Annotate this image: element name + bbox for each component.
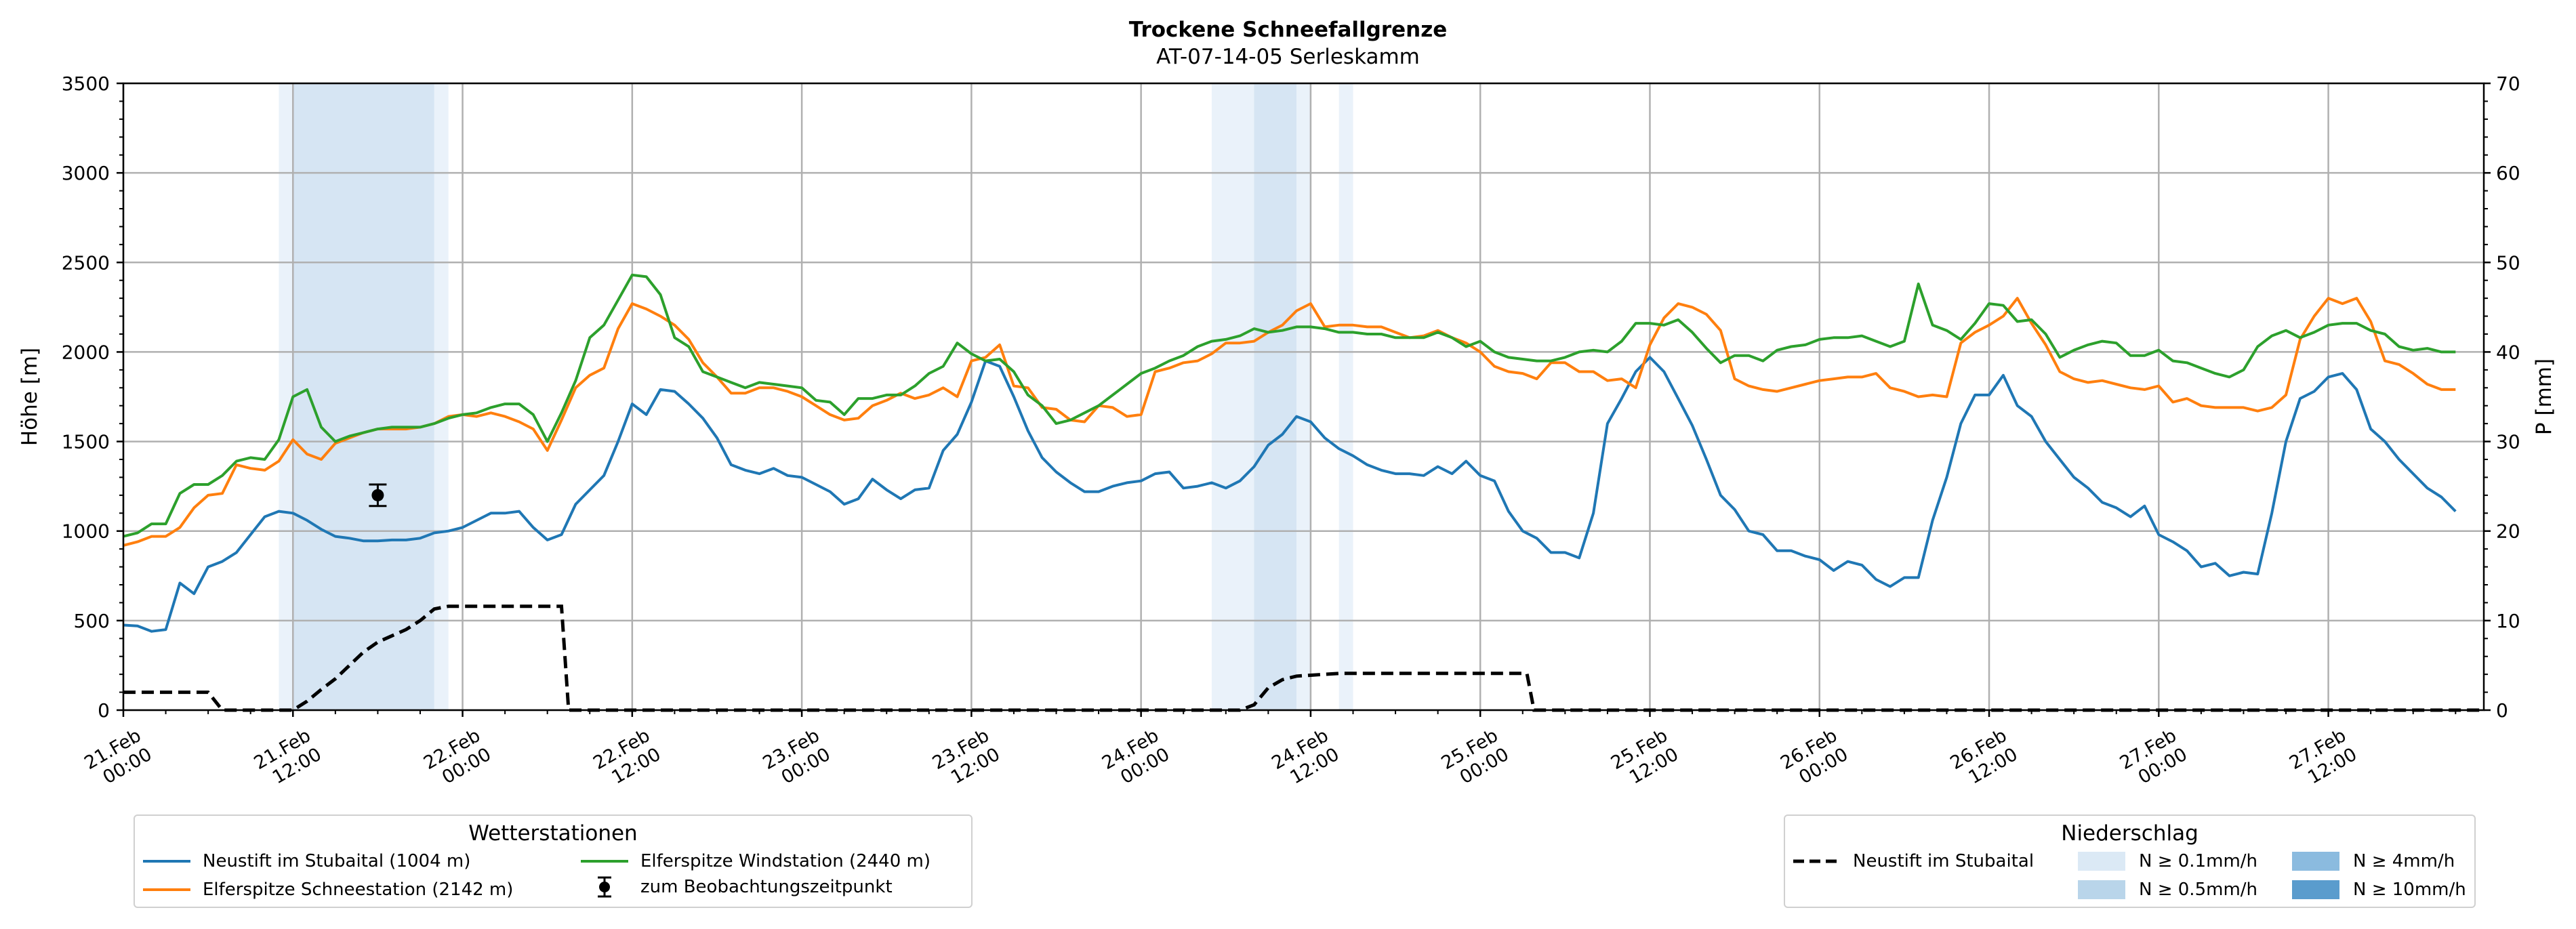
precip-line-neustift xyxy=(123,604,2484,712)
y2tick-label-5: 50 xyxy=(2496,251,2520,274)
xtick-label-11: 26.Feb12:00 xyxy=(1946,725,2021,793)
xtick-label-1: 21.Feb12:00 xyxy=(251,725,325,793)
ytick-label-7: 3500 xyxy=(62,73,110,95)
legend-item-n10: N ≥ 10mm/h xyxy=(2292,880,2466,900)
precip-band-5 xyxy=(1296,83,1311,710)
series-line-windstation xyxy=(123,273,2456,538)
precip-band-4 xyxy=(1254,83,1297,710)
chart-title: Trockene Schneefallgrenze xyxy=(1128,18,1448,42)
precip-band-0 xyxy=(279,83,293,710)
legend-item-precip-line: Neustift im Stubaital xyxy=(1793,851,2034,871)
legend-dashed-line-icon xyxy=(1793,859,1841,863)
legend-label-observation: zum Beobachtungszeitpunkt xyxy=(640,877,893,897)
legend-line-schneestation-icon xyxy=(143,888,190,891)
legend-item-observation: zum Beobachtungszeitpunkt xyxy=(581,875,893,899)
y2tick-label-3: 30 xyxy=(2496,431,2520,453)
y2tick-label-2: 20 xyxy=(2496,520,2520,543)
xtick-label-4: 23.Feb00:00 xyxy=(760,725,834,793)
ytick-label-6: 3000 xyxy=(62,162,110,184)
xtick-label-13: 27.Feb12:00 xyxy=(2286,725,2360,793)
ytick-label-4: 2000 xyxy=(62,341,110,363)
precip-band-3 xyxy=(1211,83,1254,710)
legend-item-windstation: Elferspitze Windstation (2440 m) xyxy=(581,851,931,871)
series-line-schneestation xyxy=(123,297,2456,547)
legend-swatch-n05 xyxy=(2078,880,2125,899)
legend-label-n05: N ≥ 0.5mm/h xyxy=(2139,880,2258,900)
legend-line-windstation-icon xyxy=(581,860,628,863)
legend-label-neustift: Neustift im Stubaital (1004 m) xyxy=(203,851,471,871)
legend-item-n4: N ≥ 4mm/h xyxy=(2292,851,2455,871)
legend-label-n4: N ≥ 4mm/h xyxy=(2353,851,2455,871)
xtick-label-12: 27.Feb00:00 xyxy=(2117,725,2191,793)
y2tick-label-6: 60 xyxy=(2496,162,2520,184)
y2tick-label-0: 0 xyxy=(2496,699,2508,722)
legend-swatch-n10 xyxy=(2292,880,2339,899)
xtick-label-0: 21.Feb00:00 xyxy=(81,725,155,793)
xtick-label-7: 24.Feb12:00 xyxy=(1268,725,1343,793)
xtick-label-8: 25.Feb00:00 xyxy=(1438,725,1513,793)
legend-item-neustift: Neustift im Stubaital (1004 m) xyxy=(143,851,470,871)
y2tick-label-4: 40 xyxy=(2496,341,2520,363)
xtick-label-9: 25.Feb12:00 xyxy=(1608,725,1682,793)
y2tick-label-1: 10 xyxy=(2496,610,2520,632)
legend-observation-marker-icon xyxy=(598,876,611,898)
legend-swatch-n4 xyxy=(2292,852,2339,871)
plot-frame xyxy=(122,82,2485,711)
legend-label-schneestation: Elferspitze Schneestation (2142 m) xyxy=(203,880,514,900)
legend-label-windstation: Elferspitze Windstation (2440 m) xyxy=(640,851,931,871)
ytick-label-1: 500 xyxy=(74,610,110,632)
legend-line-neustift-icon xyxy=(143,860,190,863)
legend-item-n01: N ≥ 0.1mm/h xyxy=(2078,851,2257,871)
y2-axis-label: P [mm] xyxy=(2532,358,2556,435)
legend-precip: Niederschlag Neustift im Stubaital N ≥ 0… xyxy=(1784,814,2476,908)
chart-subtitle: AT-07-14-05 Serleskamm xyxy=(1156,45,1420,69)
ytick-label-3: 1500 xyxy=(62,431,110,453)
legend-precip-title: Niederschlag xyxy=(2061,821,2199,846)
legend-stations: Wetterstationen Neustift im Stubaital (1… xyxy=(134,814,973,908)
legend-swatch-n01 xyxy=(2078,852,2125,871)
ytick-label-5: 2500 xyxy=(62,251,110,274)
precip-band-1 xyxy=(293,83,434,710)
legend-item-n05: N ≥ 0.5mm/h xyxy=(2078,880,2257,900)
precip-band-6 xyxy=(1338,83,1353,710)
xtick-label-3: 22.Feb12:00 xyxy=(590,725,664,793)
ytick-label-2: 1000 xyxy=(62,520,110,543)
xtick-label-10: 26.Feb00:00 xyxy=(1777,725,1852,793)
observation-point xyxy=(371,489,384,501)
legend-label-precip-line: Neustift im Stubaital xyxy=(1853,851,2035,871)
legend-stations-title: Wetterstationen xyxy=(468,821,638,846)
precip-band-2 xyxy=(434,83,449,710)
xtick-label-2: 22.Feb00:00 xyxy=(420,725,495,793)
y2tick-label-7: 70 xyxy=(2496,73,2520,95)
legend-label-n01: N ≥ 0.1mm/h xyxy=(2139,851,2258,871)
xtick-label-6: 24.Feb00:00 xyxy=(1099,725,1173,793)
series-line-neustift xyxy=(123,356,2457,633)
legend-label-n10: N ≥ 10mm/h xyxy=(2353,880,2466,900)
legend-item-schneestation: Elferspitze Schneestation (2142 m) xyxy=(143,880,513,900)
ytick-label-0: 0 xyxy=(98,699,110,722)
y-axis-label: Höhe [m] xyxy=(18,348,42,446)
xtick-label-5: 23.Feb12:00 xyxy=(929,725,1004,793)
